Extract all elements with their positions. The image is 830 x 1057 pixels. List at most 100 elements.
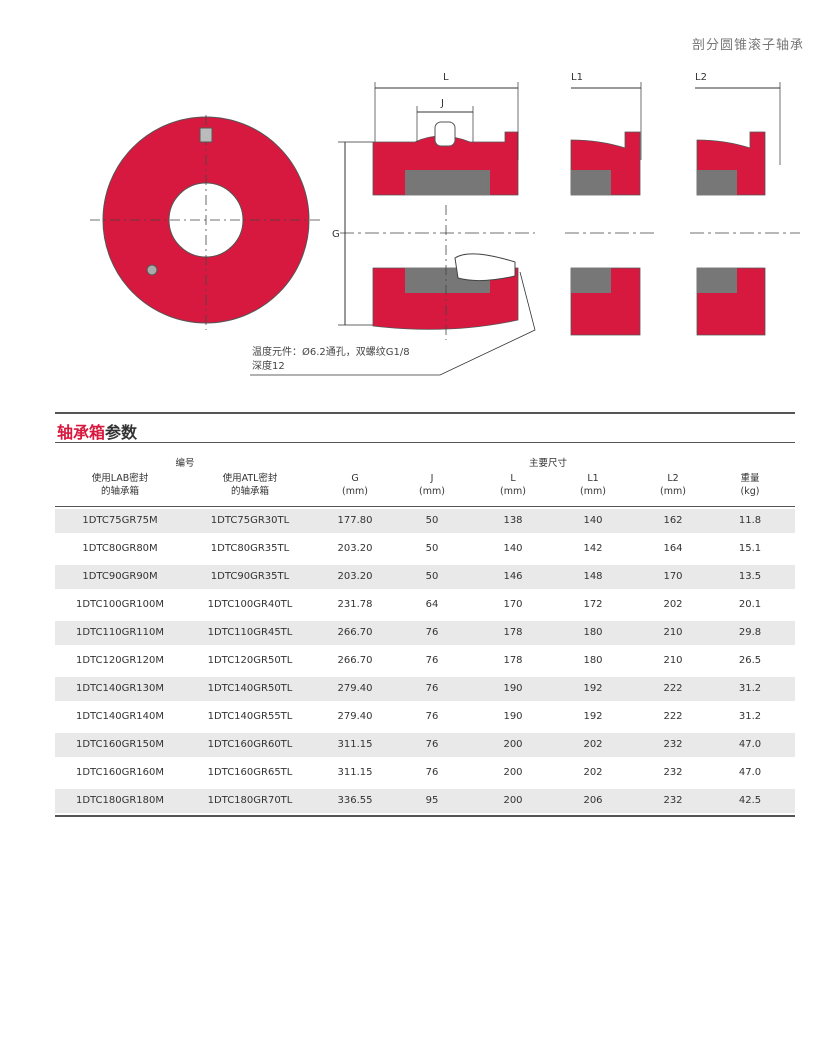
table-cell: 200 [503, 795, 523, 806]
temperature-sensor-note: 温度元件：Ø6.2通孔，双螺纹G1/8 深度12 [252, 346, 410, 374]
column-header-line1: L2 [667, 473, 679, 484]
table-cell: 279.40 [337, 711, 373, 722]
table-cell: 1DTC90GR90M [82, 571, 158, 582]
table-cell: 178 [503, 627, 523, 638]
table-cell: 202 [583, 767, 603, 778]
table-cell: 1DTC75GR30TL [210, 515, 290, 526]
table-cell: 1DTC160GR65TL [207, 767, 293, 778]
table-cell: 138 [503, 515, 523, 526]
column-header-line1: 使用LAB密封 [91, 473, 149, 484]
table-row: 1DTC90GR90M 1DTC90GR35TL 203.20 50 146 148 170… [55, 565, 795, 589]
table-cell: 15.1 [738, 543, 762, 554]
table-cell: 190 [503, 683, 523, 694]
table-cell: 1DTC110GR110M [75, 627, 165, 638]
table-cell: 1DTC100GR40TL [207, 599, 293, 610]
table-cell: 202 [583, 739, 603, 750]
table-cell: 142 [583, 543, 603, 554]
table-cell: 180 [583, 627, 603, 638]
dim-label-l1: L1 [571, 72, 583, 83]
column-header: J (mm) [382, 472, 482, 498]
table-cell: 140 [583, 515, 603, 526]
column-header-line1: 重量 [740, 473, 760, 484]
table-cell: 76 [425, 627, 439, 638]
column-header-line2: 的轴承箱 [100, 486, 139, 497]
column-header: 重量 (kg) [700, 472, 800, 498]
table-cell: 1DTC120GR120M [75, 655, 165, 666]
column-header: G (mm) [305, 472, 405, 498]
table-cell: 1DTC160GR160M [75, 767, 165, 778]
table-cell: 202 [663, 599, 683, 610]
table-cell: 232 [663, 795, 683, 806]
table-cell: 279.40 [337, 683, 373, 694]
table-cell: 140 [503, 543, 523, 554]
table-cell: 222 [663, 711, 683, 722]
table-row: 1DTC110GR110M 1DTC110GR45TL 266.70 76 178 180… [55, 621, 795, 645]
table-cell: 50 [425, 571, 439, 582]
table-row: 1DTC180GR180M 1DTC180GR70TL 336.55 95 200 206… [55, 789, 795, 813]
table-cell: 200 [503, 767, 523, 778]
dim-label-l: L [443, 72, 449, 83]
table-cell: 1DTC160GR60TL [207, 739, 293, 750]
table-cell: 1DTC140GR140M [75, 711, 165, 722]
table-row: 1DTC140GR130M 1DTC140GR50TL 279.40 76 190 192… [55, 677, 795, 701]
table-cell: 95 [425, 795, 439, 806]
column-header-line1: L1 [587, 473, 599, 484]
table-cell: 76 [425, 739, 439, 750]
table-cell: 177.80 [337, 515, 373, 526]
table-cell: 20.1 [738, 599, 762, 610]
column-header-line2: (mm) [660, 486, 686, 497]
table-row: 1DTC160GR160M 1DTC160GR65TL 311.15 76 200 202… [55, 761, 795, 785]
table-cell: 1DTC140GR55TL [207, 711, 293, 722]
table-cell: 1DTC90GR35TL [210, 571, 290, 582]
table-cell: 192 [583, 683, 603, 694]
table-row: 1DTC80GR80M 1DTC80GR35TL 203.20 50 140 142 164… [55, 537, 795, 561]
table-cell: 64 [425, 599, 439, 610]
table-cell: 210 [663, 655, 683, 666]
housing-section-view-l2 [690, 82, 800, 336]
table-cell: 50 [425, 515, 439, 526]
table-cell: 1DTC75GR75M [82, 515, 158, 526]
column-header: L1 (mm) [543, 472, 643, 498]
bearing-housing-drawing: L J L1 L2 G [90, 72, 800, 376]
table-cell: 76 [425, 767, 439, 778]
table-cell: 172 [583, 599, 603, 610]
table-cell: 190 [503, 711, 523, 722]
table-cell: 203.20 [337, 543, 373, 554]
table-cell: 31.2 [738, 711, 762, 722]
section-top-rule [55, 412, 795, 414]
note-line-1: 温度元件：Ø6.2通孔，双螺纹G1/8 [252, 347, 410, 358]
housing-section-view-l1 [565, 82, 655, 336]
section-title-rule [55, 442, 795, 443]
column-header-line1: 使用ATL密封 [222, 473, 278, 484]
table-cell: 162 [663, 515, 683, 526]
note-line-2: 深度12 [252, 361, 285, 372]
table-cell: 203.20 [337, 571, 373, 582]
table-cell: 76 [425, 711, 439, 722]
column-header: L2 (mm) [623, 472, 723, 498]
column-header-line1: J [430, 473, 434, 484]
table-cell: 1DTC140GR130M [75, 683, 165, 694]
table-row: 1DTC140GR140M 1DTC140GR55TL 279.40 76 190 192… [55, 705, 795, 729]
column-header-line1: G [351, 473, 359, 484]
column-header-line2: (kg) [740, 486, 760, 497]
table-cell: 11.8 [738, 515, 762, 526]
column-header-line2: (mm) [419, 486, 445, 497]
table-cell: 192 [583, 711, 603, 722]
table-cell: 1DTC80GR80M [82, 543, 158, 554]
table-cell: 47.0 [738, 767, 762, 778]
section-title: 轴承箱参数 [57, 419, 137, 443]
page-header-title: 剖分圆锥滚子轴承 [691, 38, 804, 53]
table-cell: 1DTC180GR70TL [207, 795, 293, 806]
column-header-line2: (mm) [500, 486, 526, 497]
dim-label-j: J [440, 98, 444, 109]
table-cell: 210 [663, 627, 683, 638]
header-group-dimensions: 主要尺寸 [528, 458, 567, 469]
header-group-code: 编号 [175, 458, 195, 469]
table-cell: 1DTC80GR35TL [210, 543, 290, 554]
table-cell: 47.0 [738, 739, 762, 750]
table-row: 1DTC75GR75M 1DTC75GR30TL 177.80 50 138 140 162… [55, 509, 795, 533]
section-title-dark: 参数 [105, 423, 138, 442]
table-cell: 13.5 [738, 571, 762, 582]
table-cell: 29.8 [738, 627, 762, 638]
section-title-red: 轴承箱 [57, 423, 106, 442]
